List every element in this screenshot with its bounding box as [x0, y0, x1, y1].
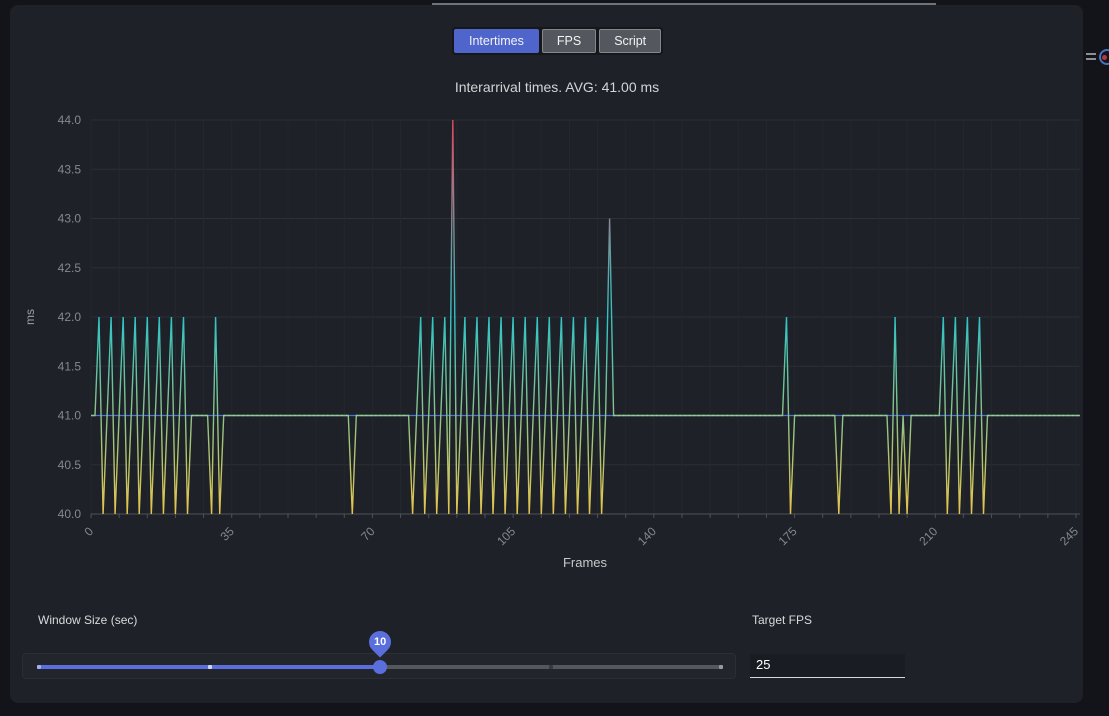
tab-script[interactable]: Script — [599, 29, 662, 53]
vertical-gridlines — [90, 120, 1077, 514]
horizontal-gridlines — [91, 119, 1080, 466]
x-axis-title: Frames — [563, 555, 608, 570]
menu-bar-icon — [1086, 53, 1096, 55]
svg-text:43.5: 43.5 — [58, 162, 82, 176]
overlay-badge-dot-icon — [1102, 55, 1107, 60]
svg-text:140: 140 — [635, 524, 659, 548]
window-size-slider: 10 — [22, 626, 736, 679]
slider-mark — [719, 665, 723, 669]
svg-text:210: 210 — [916, 524, 940, 548]
slider-mark — [207, 665, 212, 669]
svg-text:0: 0 — [81, 524, 96, 539]
tab-intertimes[interactable]: Intertimes — [454, 29, 539, 53]
menu-bar-icon — [1086, 58, 1096, 60]
x-axis-tick-labels: 0 35 70 105 140 175 210 245 — [81, 524, 1081, 548]
svg-text:43.0: 43.0 — [58, 212, 82, 226]
svg-text:245: 245 — [1057, 524, 1081, 548]
intertimes-chart: Interarrival times. AVG: 41.00 ms 40.040… — [23, 79, 1081, 570]
svg-text:42.0: 42.0 — [58, 310, 82, 324]
svg-text:42.5: 42.5 — [58, 261, 82, 275]
chart-title: Interarrival times. AVG: 41.00 ms — [455, 79, 659, 95]
slider-rail[interactable]: 10 — [37, 626, 723, 674]
window-size-label: Window Size (sec) — [38, 613, 138, 627]
app-panel — [10, 5, 1083, 703]
slider-mark — [548, 665, 553, 669]
slider-mark — [37, 665, 41, 669]
svg-text:105: 105 — [494, 524, 518, 548]
svg-text:41.0: 41.0 — [58, 409, 82, 423]
y-axis-tick-labels: 40.0 40.5 41.0 41.5 42.0 42.5 43.0 43.5 44.0 — [58, 113, 82, 521]
y-axis-title: ms — [23, 309, 37, 325]
slider-thumb[interactable] — [373, 660, 387, 674]
svg-text:35: 35 — [217, 524, 237, 544]
svg-text:44.0: 44.0 — [58, 113, 82, 127]
series-line — [91, 119, 1080, 515]
view-tabs: Intertimes FPS Script — [452, 27, 664, 55]
svg-text:70: 70 — [358, 524, 378, 544]
svg-text:175: 175 — [776, 524, 800, 548]
x-axis-ticks — [90, 514, 1077, 518]
svg-text:40.0: 40.0 — [58, 507, 82, 521]
tab-fps[interactable]: FPS — [541, 29, 597, 53]
svg-text:40.5: 40.5 — [58, 458, 82, 472]
overlay-menu-icon[interactable] — [1086, 47, 1109, 73]
target-fps-label: Target FPS — [752, 613, 813, 627]
top-divider-line — [432, 3, 936, 5]
svg-text:41.5: 41.5 — [58, 359, 82, 373]
target-fps-input[interactable] — [750, 654, 905, 678]
